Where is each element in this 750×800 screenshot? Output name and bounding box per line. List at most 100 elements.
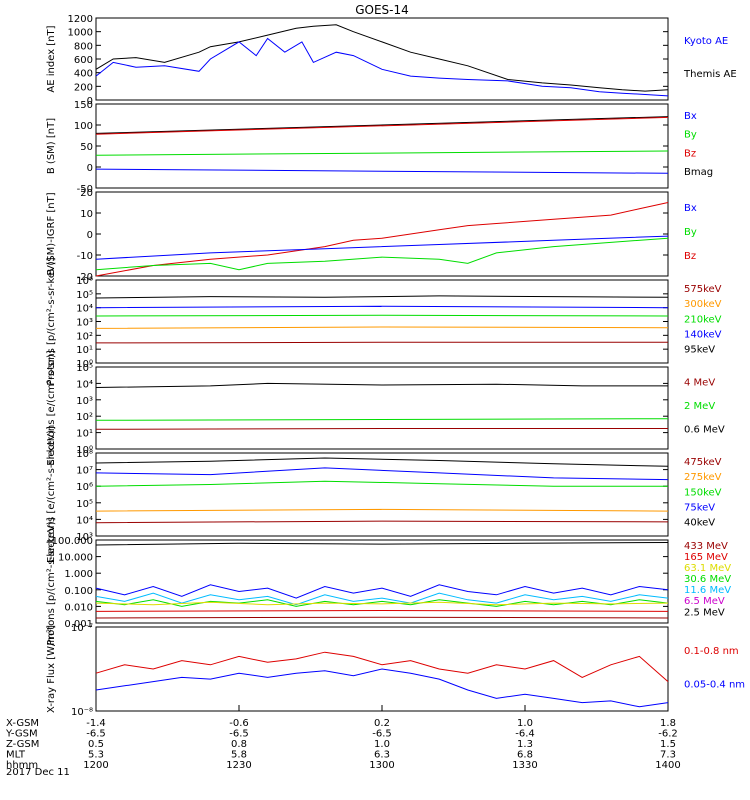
x-axis-value: 1.0 bbox=[517, 718, 533, 729]
legend-entry: 75keV bbox=[684, 502, 715, 513]
x-axis-value: 5.3 bbox=[88, 750, 104, 761]
panel-frame bbox=[95, 366, 669, 450]
panel-5: 10³ 10⁴ 10⁵ 10⁶ 10⁷ 10⁸ Electrons [e/(cm²-s-sr… bbox=[46, 426, 722, 563]
legend-entry: 210keV bbox=[684, 314, 722, 325]
series-line bbox=[95, 584, 669, 599]
y-tick-label: 10⁵ bbox=[76, 363, 93, 374]
legend-entry: 275keV bbox=[684, 472, 722, 483]
y-tick-label: 20 bbox=[80, 188, 93, 199]
x-axis-value: 1230 bbox=[226, 760, 251, 771]
legend-entry: 575keV bbox=[684, 284, 722, 295]
y-tick-label: 10⁶ bbox=[76, 276, 93, 287]
series-line bbox=[95, 668, 669, 708]
legend-entry: Themis AE bbox=[683, 69, 737, 80]
series-line bbox=[95, 520, 669, 524]
y-tick-label: 0 bbox=[87, 163, 93, 174]
y-tick-label: 800 bbox=[74, 41, 93, 52]
y-tick-label: 10³ bbox=[76, 396, 93, 407]
x-axis-row-label: Z-GSM bbox=[6, 739, 39, 750]
series-line bbox=[95, 150, 669, 156]
legend-entry: 165 MeV bbox=[684, 552, 728, 563]
series-line bbox=[95, 202, 669, 277]
x-axis-value: 0.5 bbox=[88, 739, 104, 750]
x-axis-value: -6.2 bbox=[658, 729, 678, 740]
y-tick-label: 10⁷ bbox=[76, 466, 93, 477]
panel-frame bbox=[95, 279, 669, 364]
panel-0: 0 200 400 600 800 1000 1200 AE index [nT] Kyoto … bbox=[46, 14, 737, 107]
x-axis-value: 1400 bbox=[655, 760, 680, 771]
x-axis-value: 1.8 bbox=[660, 718, 676, 729]
series-line bbox=[95, 314, 669, 317]
series-line bbox=[95, 616, 669, 619]
y-axis-label: B (SM) [nT] bbox=[46, 118, 57, 174]
legend-entry: 30.6 MeV bbox=[684, 574, 731, 585]
y-tick-label: 0 bbox=[87, 96, 93, 107]
y-tick-label: 10² bbox=[76, 331, 93, 342]
panel-3: 10⁰ 10¹ 10² 10³ 10⁴ 10⁵ 10⁶ Protons [p/(cm²-s-s… bbox=[46, 257, 722, 385]
x-axis-value: 1330 bbox=[512, 760, 537, 771]
legend-entry: 150keV bbox=[684, 487, 722, 498]
series-line bbox=[95, 428, 668, 430]
y-tick-label: 10² bbox=[76, 412, 93, 423]
series-line bbox=[95, 235, 669, 260]
series-line bbox=[95, 508, 669, 512]
series-line bbox=[95, 37, 669, 97]
y-tick-label: 200 bbox=[74, 82, 93, 93]
series-line bbox=[95, 382, 668, 388]
x-axis-value: 1.0 bbox=[374, 739, 390, 750]
y-axis-label: AE index [nT] bbox=[46, 25, 57, 92]
x-axis-value: 0.8 bbox=[231, 739, 247, 750]
legend-entry: 95keV bbox=[684, 344, 715, 355]
y-tick-label: 10⁴ bbox=[76, 515, 93, 526]
x-axis-value: -0.6 bbox=[229, 718, 249, 729]
panel-frame bbox=[95, 103, 669, 189]
legend-entry: 4 MeV bbox=[684, 378, 715, 389]
panel-frame bbox=[95, 539, 669, 624]
y-tick-label: 10⁰ bbox=[76, 445, 93, 456]
y-tick-label: 0 bbox=[87, 230, 93, 241]
y-tick-label: 1000 bbox=[68, 28, 93, 39]
x-axis-row-label: MLT bbox=[6, 750, 26, 761]
legend-entry: By bbox=[684, 227, 697, 238]
x-axis-labels: X-GSM -1.4 -0.6 0.2 1.0 1.8 Y-GSM -6.5 -6.5 -6.5 -… bbox=[5, 705, 681, 771]
legend-entry: 0.6 MeV bbox=[684, 425, 725, 436]
y-tick-label: 10⁻⁸ bbox=[71, 707, 93, 718]
x-axis-row-label: Y-GSM bbox=[5, 729, 38, 740]
y-tick-label: 10⁰ bbox=[76, 359, 93, 370]
series-line bbox=[95, 24, 669, 92]
series-line bbox=[95, 457, 669, 467]
y-axis-label: Protons [p/(cm²-s-sr-keV)] bbox=[46, 257, 57, 385]
x-axis-value: -6.5 bbox=[372, 729, 392, 740]
series-line bbox=[95, 418, 669, 421]
legend-entry: 433 MeV bbox=[684, 541, 728, 552]
y-tick-label: 0.010 bbox=[64, 602, 93, 613]
x-axis-value: 1.5 bbox=[660, 739, 676, 750]
x-axis-value: 1.3 bbox=[517, 739, 533, 750]
y-axis-label: Protons [p/(cm²-s-sr-keV)] bbox=[46, 517, 57, 645]
y-tick-label: 100.000 bbox=[52, 536, 93, 547]
y-tick-label: 10⁵ bbox=[76, 499, 93, 510]
y-tick-label: 100 bbox=[74, 121, 93, 132]
y-axis-label: B (SM)-IGRF [nT] bbox=[46, 192, 57, 275]
y-tick-label: 10.000 bbox=[58, 553, 93, 564]
series-line bbox=[95, 467, 669, 481]
legend-entry: Bmag bbox=[684, 167, 713, 178]
panel-frame bbox=[95, 17, 669, 101]
date-label: 2017 Dec 11 bbox=[6, 767, 70, 778]
series-line bbox=[95, 237, 669, 271]
series-line bbox=[95, 592, 669, 606]
y-tick-label: 10⁴ bbox=[76, 304, 93, 315]
y-tick-label: 400 bbox=[74, 69, 93, 80]
legend-entry: 300keV bbox=[684, 299, 722, 310]
x-axis-value: -6.4 bbox=[515, 729, 535, 740]
series-line bbox=[95, 116, 669, 135]
series-line bbox=[95, 116, 669, 134]
panel-7: 10⁻⁸ 10⁻⁷ X-ray Flux [W/m²] 0.1-0.8 nm 0.05-… bbox=[46, 623, 745, 718]
panel-frame bbox=[95, 452, 669, 537]
y-tick-label: 10³ bbox=[76, 318, 93, 329]
x-axis-value: -6.5 bbox=[229, 729, 249, 740]
legend-entry: 40keV bbox=[684, 517, 715, 528]
y-tick-label: 600 bbox=[74, 55, 93, 66]
